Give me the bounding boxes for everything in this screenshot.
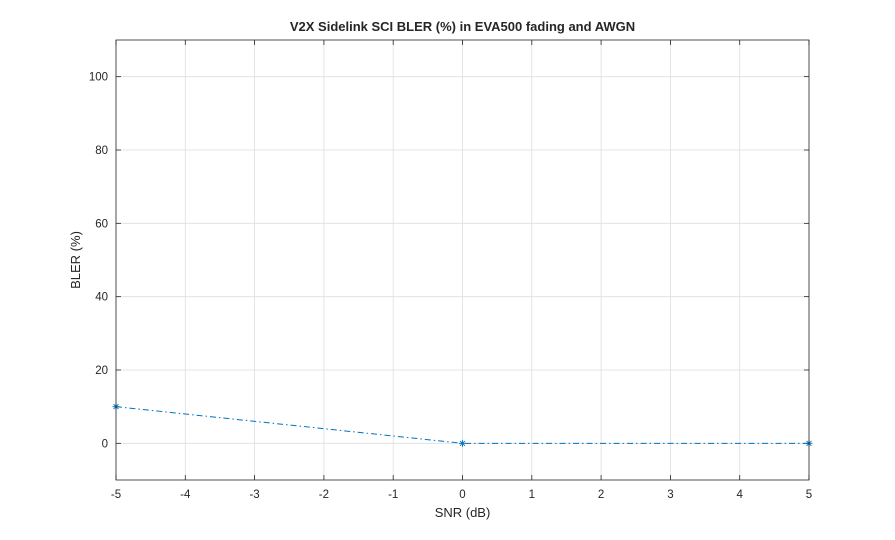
x-tick-label: 2 [598,489,604,501]
x-tick-label: 0 [459,489,465,501]
x-axis-label: SNR (dB) [435,505,491,520]
ticks [115,40,810,480]
y-tick-label: 20 [95,365,108,377]
tick-labels: -5 -4 -3 -2 -1 0 1 2 3 4 5 0 20 40 60 80 100 [89,72,812,501]
x-tick-label: -3 [249,489,259,501]
y-tick-label: 60 [95,218,108,230]
x-tick-label: 4 [736,489,743,501]
y-tick-label: 100 [89,72,108,84]
y-axis-label: BLER (%) [68,231,83,289]
chart-title: V2X Sidelink SCI BLER (%) in EVA500 fadi… [290,19,635,34]
x-tick-label: 1 [529,489,535,501]
x-tick-label: 5 [806,489,812,501]
y-tick-label: 0 [102,438,108,450]
x-tick-label: 3 [667,489,673,501]
axes-box [115,39,810,481]
x-tick-label: -5 [111,489,121,501]
x-tick-label: -1 [388,489,398,501]
x-tick-label: -2 [319,489,329,501]
y-tick-label: 80 [95,145,108,157]
data-point-marker [459,439,466,447]
y-tick-label: 40 [95,292,108,304]
marker-stroke [459,440,466,447]
x-tick-label: -4 [180,489,191,501]
